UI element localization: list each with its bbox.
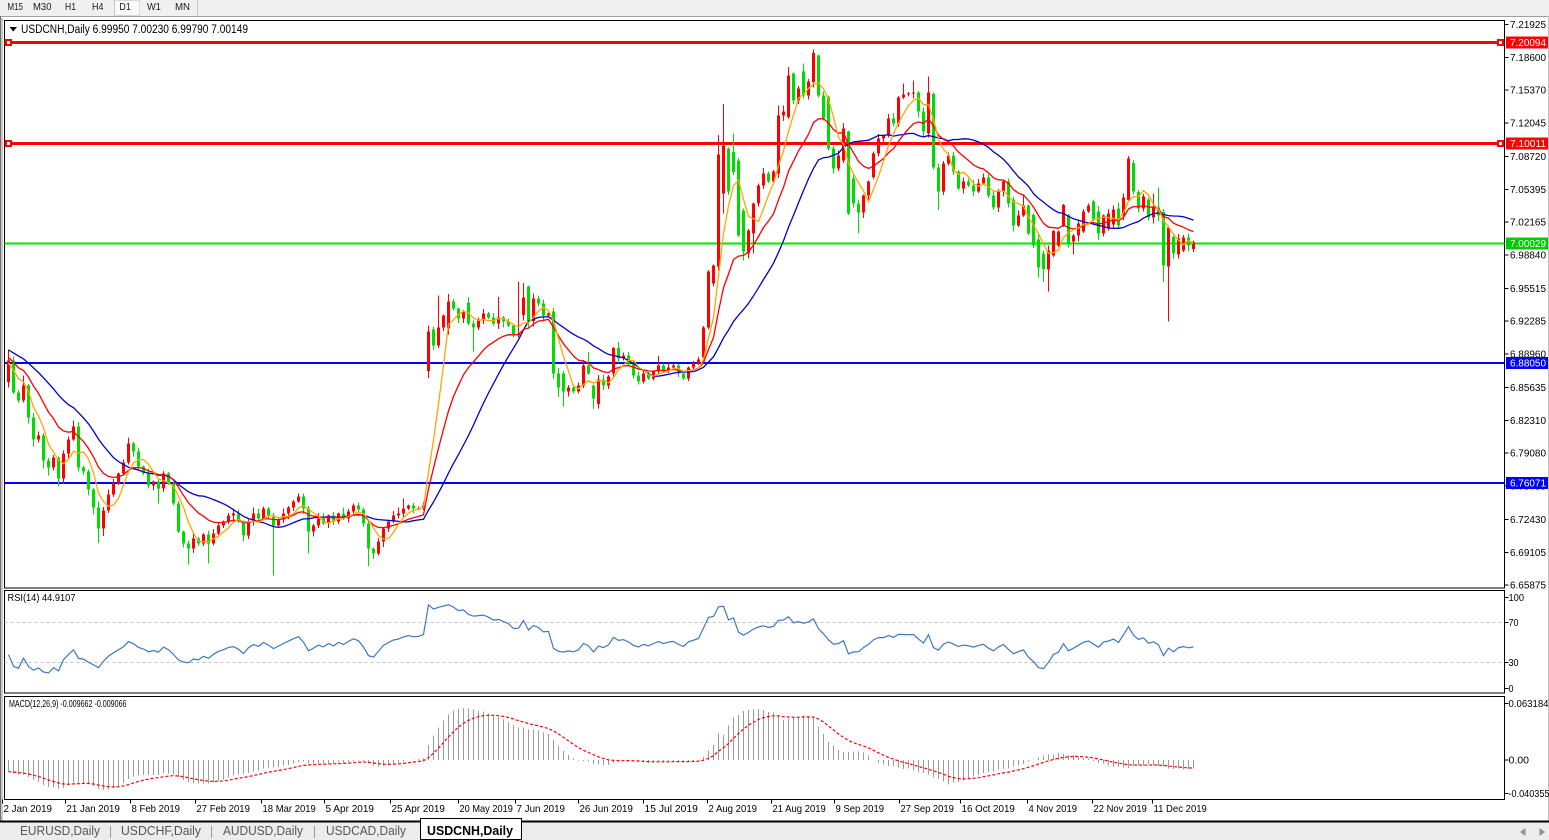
svg-text:RSI(14) 44.9107: RSI(14) 44.9107	[8, 592, 76, 604]
svg-text:W1: W1	[147, 1, 161, 13]
svg-text:7.12045: 7.12045	[1510, 119, 1546, 130]
svg-text:6.85635: 6.85635	[1510, 383, 1546, 394]
svg-text:7.05395: 7.05395	[1510, 185, 1546, 196]
svg-text:8 Feb 2019: 8 Feb 2019	[132, 803, 181, 815]
svg-text:USDCNH,Daily 6.99950 7.00230: USDCNH,Daily 6.99950 7.00230 6.99790 7.0…	[21, 24, 248, 36]
svg-text:H1: H1	[65, 1, 76, 13]
svg-text:M30: M30	[33, 1, 52, 13]
svg-text:0.00: 0.00	[1509, 756, 1530, 767]
svg-text:7.18600: 7.18600	[1510, 53, 1546, 64]
svg-text:5 Apr 2019: 5 Apr 2019	[326, 803, 375, 815]
svg-text:-0.040355: -0.040355	[1509, 789, 1549, 800]
svg-text:18 Mar 2019: 18 Mar 2019	[263, 803, 316, 815]
svg-text:7.15370: 7.15370	[1510, 85, 1546, 96]
svg-text:0.063184: 0.063184	[1509, 699, 1549, 710]
svg-text:6.76071: 6.76071	[1510, 478, 1546, 489]
svg-text:7 Jun 2019: 7 Jun 2019	[517, 803, 566, 815]
svg-text:26 Jun 2019: 26 Jun 2019	[580, 803, 633, 815]
svg-text:25 Apr 2019: 25 Apr 2019	[392, 803, 445, 815]
svg-text:AUDUSD,Daily: AUDUSD,Daily	[223, 824, 304, 838]
svg-text:6.88050: 6.88050	[1510, 359, 1546, 370]
svg-text:D1: D1	[119, 1, 131, 13]
svg-text:11 Dec 2019: 11 Dec 2019	[1154, 803, 1207, 815]
svg-text:20 May 2019: 20 May 2019	[460, 803, 513, 815]
svg-text:21 Jan 2019: 21 Jan 2019	[67, 803, 120, 815]
svg-text:2 Jan 2019: 2 Jan 2019	[4, 803, 53, 815]
svg-text:7.21925: 7.21925	[1510, 20, 1546, 31]
svg-text:6.95515: 6.95515	[1510, 284, 1546, 295]
svg-text:7.00029: 7.00029	[1510, 239, 1546, 250]
svg-text:27 Sep 2019: 27 Sep 2019	[901, 803, 954, 815]
svg-text:6.79080: 6.79080	[1510, 448, 1546, 459]
svg-text:70: 70	[1509, 618, 1519, 629]
svg-text:MN: MN	[175, 1, 190, 13]
svg-text:0: 0	[1509, 684, 1514, 695]
svg-text:15 Jul 2019: 15 Jul 2019	[645, 803, 699, 815]
svg-text:EURUSD,Daily: EURUSD,Daily	[20, 824, 101, 838]
svg-text:16 Oct 2019: 16 Oct 2019	[962, 803, 1015, 815]
svg-text:USDCHF,Daily: USDCHF,Daily	[121, 824, 202, 838]
svg-text:30: 30	[1509, 658, 1519, 669]
svg-text:H4: H4	[92, 1, 104, 13]
svg-text:21 Aug 2019: 21 Aug 2019	[773, 803, 826, 815]
svg-text:6.69105: 6.69105	[1510, 548, 1546, 559]
svg-text:7.08720: 7.08720	[1510, 152, 1546, 163]
svg-text:6.72430: 6.72430	[1510, 515, 1546, 526]
svg-text:7.10011: 7.10011	[1510, 139, 1546, 150]
svg-text:6.65875: 6.65875	[1510, 580, 1546, 591]
svg-text:4 Nov 2019: 4 Nov 2019	[1029, 803, 1078, 815]
svg-text:2 Aug 2019: 2 Aug 2019	[709, 803, 758, 815]
svg-text:9 Sep 2019: 9 Sep 2019	[836, 803, 885, 815]
svg-text:USDCNH,Daily: USDCNH,Daily	[427, 824, 513, 838]
svg-text:6.82310: 6.82310	[1510, 416, 1546, 427]
svg-text:7.02165: 7.02165	[1510, 218, 1546, 229]
svg-text:22 Nov 2019: 22 Nov 2019	[1094, 803, 1147, 815]
svg-text:6.92285: 6.92285	[1510, 316, 1546, 327]
svg-text:M15: M15	[8, 1, 24, 13]
svg-text:27 Feb 2019: 27 Feb 2019	[197, 803, 250, 815]
svg-text:USDCAD,Daily: USDCAD,Daily	[326, 824, 407, 838]
svg-text:6.98840: 6.98840	[1510, 251, 1546, 262]
svg-text:MACD(12,26,9) -0.009662 -0.009: MACD(12,26,9) -0.009662 -0.009066	[9, 698, 127, 710]
svg-text:6.88960: 6.88960	[1510, 350, 1546, 361]
svg-text:100: 100	[1509, 593, 1525, 604]
svg-text:7.20094: 7.20094	[1510, 38, 1546, 49]
